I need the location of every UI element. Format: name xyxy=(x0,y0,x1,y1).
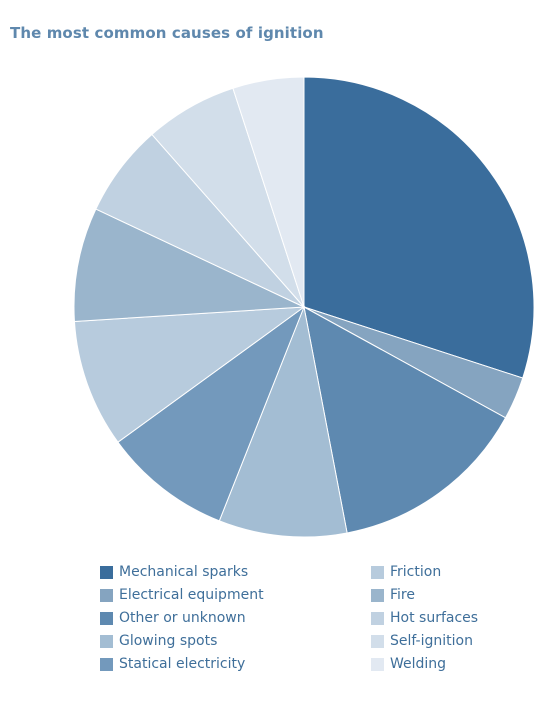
legend-swatch xyxy=(100,634,113,648)
legend-item-friction: Friction xyxy=(371,562,441,582)
pie-slice-welding xyxy=(232,76,305,308)
legend-label: Friction xyxy=(390,564,442,580)
legend-item-electrical-equipment: Electrical equipment xyxy=(100,585,264,605)
legend-label: Self-ignition xyxy=(390,633,473,649)
chart-legend: Mechanical sparks Electrical equipment Oth… xyxy=(100,562,520,692)
legend-item-statical-electricity: Statical electricity xyxy=(100,654,245,674)
legend-label: Statical electricity xyxy=(119,656,246,672)
pie-slice-friction xyxy=(73,306,306,443)
legend-swatch xyxy=(371,565,384,579)
chart-title: The most common causes of ignition xyxy=(10,24,324,42)
legend-item-other-or-unknown: Other or unknown xyxy=(100,608,246,628)
legend-label: Mechanical sparks xyxy=(119,564,249,580)
pie-slice-statical-electricity xyxy=(117,305,306,522)
pie-slice-mechanical-sparks xyxy=(303,76,535,379)
pie-slice-glowing-spots xyxy=(218,305,348,538)
legend-swatch xyxy=(100,611,113,625)
legend-swatch xyxy=(371,611,384,625)
legend-swatch xyxy=(371,657,384,671)
legend-item-fire: Fire xyxy=(371,585,415,605)
legend-item-glowing-spots: Glowing spots xyxy=(100,631,217,651)
legend-item-self-ignition: Self-ignition xyxy=(371,631,473,651)
legend-swatch xyxy=(371,588,384,602)
legend-label: Hot surfaces xyxy=(390,610,479,626)
legend-label: Fire xyxy=(390,587,415,603)
legend-swatch xyxy=(100,657,113,671)
legend-swatch xyxy=(371,634,384,648)
legend-swatch xyxy=(100,588,113,602)
legend-label: Glowing spots xyxy=(119,633,218,649)
legend-label: Welding xyxy=(390,656,447,672)
legend-item-welding: Welding xyxy=(371,654,446,674)
legend-item-mechanical-sparks: Mechanical sparks xyxy=(100,562,248,582)
pie-slice-other-or-unknown xyxy=(303,306,507,534)
legend-item-hot-surfaces: Hot surfaces xyxy=(371,608,478,628)
legend-label: Electrical equipment xyxy=(119,587,264,603)
pie-slice-fire xyxy=(73,208,305,322)
legend-label: Other or unknown xyxy=(119,610,246,626)
legend-swatch xyxy=(100,565,113,579)
